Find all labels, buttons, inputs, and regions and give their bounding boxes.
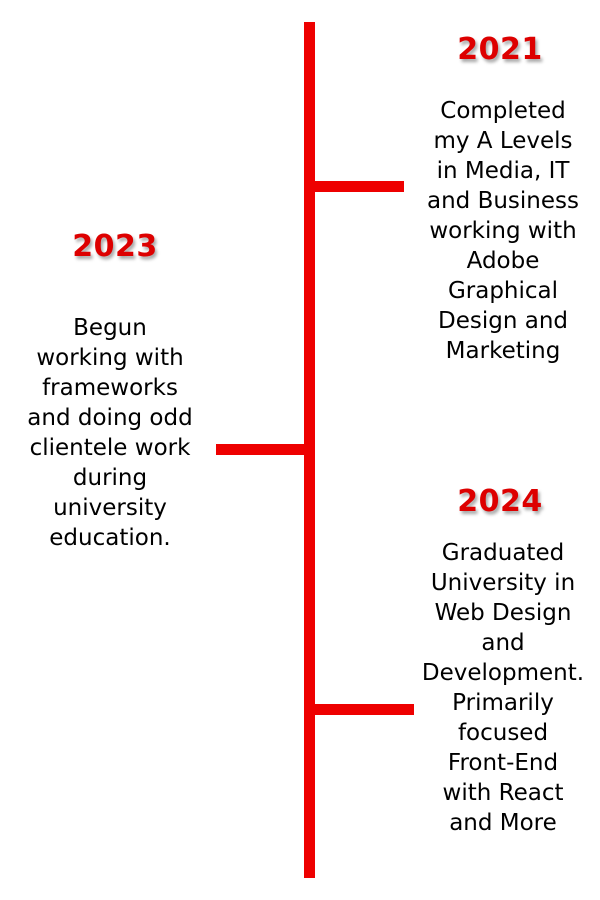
entry-line: Development. [421,660,585,686]
entry-line: Primarily [452,690,554,716]
entry-line: during [72,465,148,491]
entry-line: focused [457,720,549,746]
entry-line: frameworks [42,375,178,401]
entry-line: and More [449,810,557,836]
year-heading-2021: 2021 [457,32,543,67]
entry-line: Graphical [447,278,559,304]
timeline-spine [304,22,315,878]
entry-line: Web Design [434,600,572,626]
connector-2021 [308,181,404,192]
entry-line: with React [442,780,564,806]
entry-line: Front-End [447,750,559,776]
entry-line: my A Levels [433,128,573,154]
entry-line: Graduated [441,540,565,566]
entry-line: working with [429,218,577,244]
entry-line: and doing odd [27,405,193,431]
entry-text-2024: Graduated University in Web Design and D… [408,538,598,838]
year-heading-2024: 2024 [457,484,543,519]
entry-line: working with [36,345,184,371]
connector-2023 [216,444,308,455]
entry-line: education. [49,525,171,551]
entry-line: Design and [438,308,568,334]
entry-line: Begun [73,315,147,341]
entry-line: and Business [426,188,579,214]
entry-line: Completed [440,98,566,124]
year-heading-2023: 2023 [72,229,158,264]
entry-line: clientele work [29,435,191,461]
entry-line: and [481,630,525,656]
entry-text-2021: Completed my A Levels in Media, IT and B… [408,96,598,366]
connector-2024 [308,704,414,715]
entry-line: university [53,495,167,521]
entry-line: Marketing [445,338,561,364]
entry-text-2023: Begun working with frameworks and doing … [10,313,210,553]
entry-line: in Media, IT [436,158,570,184]
entry-line: Adobe [466,248,540,274]
entry-line: University in [430,570,576,596]
